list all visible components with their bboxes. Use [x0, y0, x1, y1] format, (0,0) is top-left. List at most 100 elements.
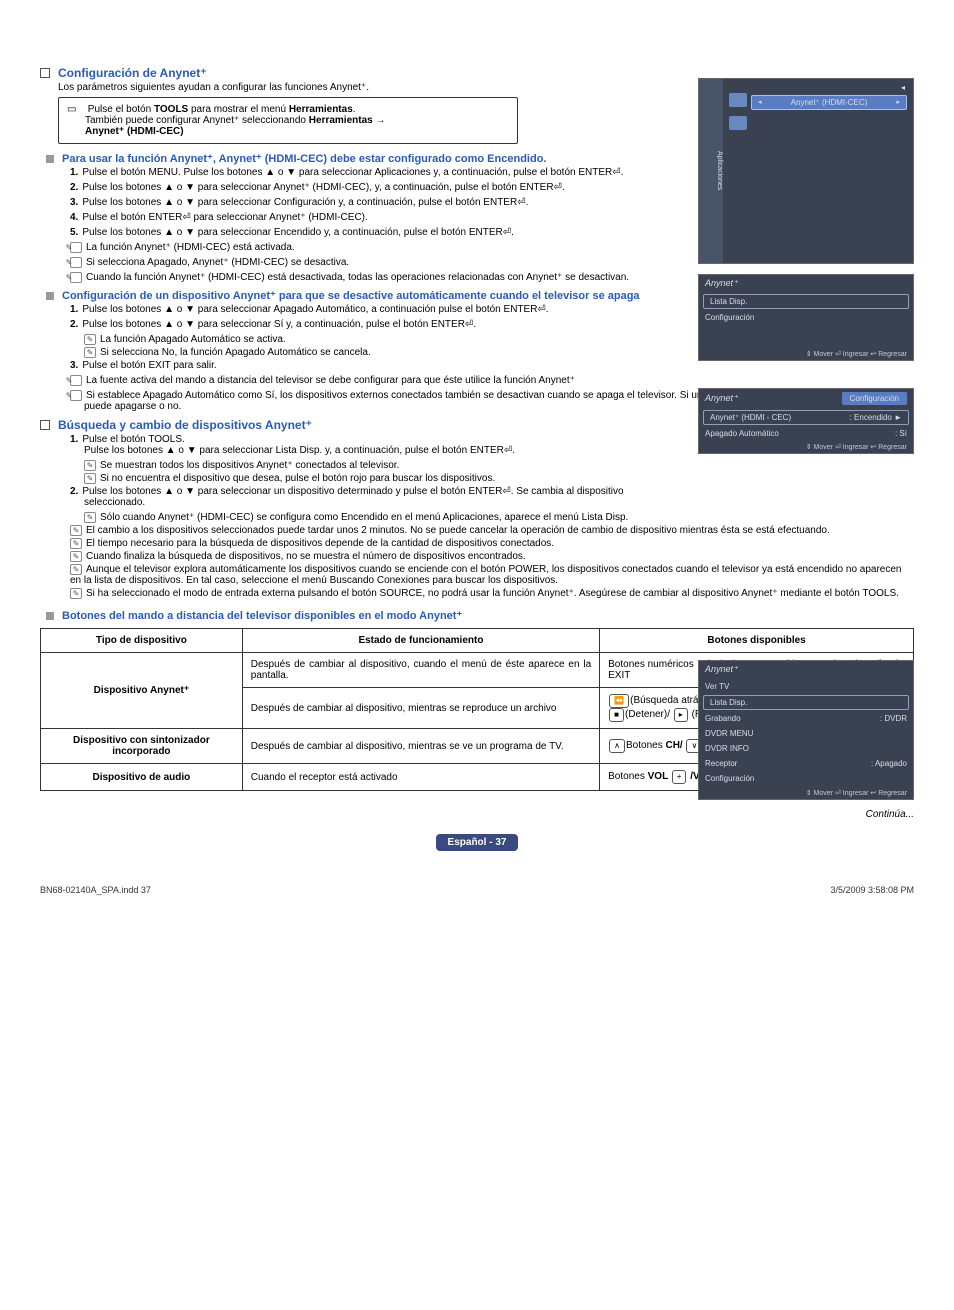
thumb-icon-2 — [729, 116, 747, 130]
panel3-foot: ⇕ Mover ⏎ Ingresar ↩ Regresar — [699, 441, 913, 453]
bullet-icon — [46, 292, 54, 300]
tools-l1d: Herramientas — [289, 104, 353, 115]
note-icon: ✎ — [70, 551, 82, 562]
note-icon: ✎ — [70, 375, 82, 386]
step: 3.Pulse el botón EXIT para salir. — [70, 360, 914, 371]
th1: Tipo de dispositivo — [41, 629, 243, 653]
step: 4.Pulse el botón ENTER⏎ para seleccionar… — [70, 212, 670, 223]
panel4-r2: Lista Disp. — [703, 695, 909, 710]
note: ✎ El tiempo necesario para la búsqueda de… — [70, 538, 914, 549]
panel4-r7: Configuración — [699, 772, 913, 785]
r1c1: Dispositivo Anynet⁺ — [41, 653, 243, 729]
panel3-title: Anynet⁺ — [705, 393, 738, 404]
thumb-icon — [729, 93, 747, 107]
tools-box: ▭ Pulse el botón TOOLS para mostrar el m… — [58, 97, 518, 144]
panel2-list: Lista Disp. — [703, 294, 909, 309]
note-icon: ✎ — [70, 538, 82, 549]
note: ✎ Si selecciona Apagado, Anynet⁺ (HDMI-CE… — [70, 257, 670, 268]
s2n2: Pulse los botones ▲ o ▼ para seleccionar… — [82, 319, 476, 330]
s3z5: Cuando finaliza la búsqueda de dispositi… — [86, 551, 526, 562]
r3c3b: VOL — [648, 771, 671, 782]
tools-l2b: Herramientas → — [309, 115, 386, 126]
tools-icon: ▭ — [67, 104, 79, 115]
s1z2: Si selecciona Apagado, Anynet⁺ (HDMI-CEC… — [86, 257, 349, 268]
h-sub1: Para usar la función Anynet⁺, Anynet⁺ (H… — [62, 152, 662, 165]
note-icon: ✎ — [84, 512, 96, 523]
note: ✎Se muestran todos los dispositivos Anyn… — [84, 460, 684, 471]
panel3-r1l: Anynet⁺ (HDMI - CEC) — [710, 413, 791, 422]
note: ✎ La función Anynet⁺ (HDMI-CEC) está acti… — [70, 242, 670, 253]
bullet-icon — [46, 155, 54, 163]
tools-l3: Anynet⁺ (HDMI-CEC) — [85, 126, 184, 137]
tools-l1c: para mostrar el menú — [188, 104, 289, 115]
note: ✎ Si no encuentra el dispositivo que dese… — [84, 473, 684, 484]
panel1-sidebar: Aplicaciones — [699, 79, 723, 263]
ch-up-icon: ∧ — [609, 739, 625, 753]
panel4-r6l: Receptor — [705, 759, 737, 768]
note-icon: ✎ — [84, 334, 96, 345]
note-icon: ✎ — [70, 242, 82, 253]
panel4-r6r: : Apagado — [871, 759, 907, 768]
tools-l1a: Pulse el botón — [88, 104, 154, 115]
panel4-r5: DVDR INFO — [699, 742, 913, 755]
s1z1: La función Anynet⁺ (HDMI-CEC) está activ… — [86, 242, 295, 253]
bullet-icon — [46, 612, 54, 620]
tools-l1e: . — [353, 104, 356, 115]
s2n3: Pulse el botón EXIT para salir. — [82, 360, 216, 371]
s3z1a: Se muestran todos los dispositivos Anyne… — [100, 460, 399, 471]
s3z3: El cambio a los dispositivos seleccionad… — [86, 525, 830, 536]
s2n1: Pulse los botones ▲ o ▼ para seleccionar… — [82, 304, 548, 315]
play-icon: ▸ — [674, 708, 688, 722]
s1n1: Pulse el botón MENU. Pulse los botones ▲… — [82, 167, 623, 178]
panel2-conf: Configuración — [699, 311, 913, 324]
panel3-r2l: Apagado Automático — [705, 429, 779, 438]
foot-left: BN68-02140A_SPA.indd 37 — [40, 885, 151, 895]
panel4-foot: ⇕ Mover ⏎ Ingresar ↩ Regresar — [699, 787, 913, 799]
tools-l1b: TOOLS — [154, 104, 188, 115]
panel-aplicaciones: Aplicaciones ◂ ◂Anynet⁺ (HDMI-CEC)▸ — [698, 78, 914, 264]
th3: Botones disponibles — [600, 629, 914, 653]
s3n2: Pulse los botones ▲ o ▼ para seleccionar… — [82, 486, 623, 508]
step: 1.Pulse el botón MENU. Pulse los botones… — [70, 167, 670, 178]
r2c3b: CH/ — [665, 740, 685, 751]
panel-config: Anynet⁺ Configuración Anynet⁺ (HDMI - CE… — [698, 388, 914, 454]
panel4-r3l: Grabando — [705, 714, 741, 723]
note: ✎ Cuando finaliza la búsqueda de disposit… — [70, 551, 914, 562]
stop-icon: ■ — [609, 708, 624, 722]
h-sub2: Configuración de un dispositivo Anynet⁺ … — [62, 289, 662, 302]
note: ✎ La fuente activa del mando a distancia … — [70, 375, 914, 386]
vol-up-icon: + — [672, 770, 687, 784]
bullet-icon — [40, 420, 50, 430]
s3z4: El tiempo necesario para la búsqueda de … — [86, 538, 554, 549]
note-icon: ✎ — [70, 564, 82, 575]
bullet-icon — [40, 68, 50, 78]
panel3-r1r: : Encendido ► — [850, 413, 902, 422]
panel-device-list: Anynet⁺ Ver TV Lista Disp. Grabando: DVD… — [698, 660, 914, 800]
s2z4: La fuente activa del mando a distancia d… — [86, 375, 575, 386]
s3n1b: Pulse los botones ▲ o ▼ para seleccionar… — [84, 445, 515, 456]
s1n4: Pulse el botón ENTER⏎ para seleccionar A… — [82, 212, 367, 223]
panel3-r2r: : Sí — [895, 429, 907, 438]
panel3-hdr: Configuración — [842, 392, 907, 405]
r3c2: Cuando el receptor está activado — [242, 764, 599, 791]
panel2-title: Anynet⁺ — [699, 275, 913, 292]
s3z1b: Si no encuentra el dispositivo que desea… — [100, 473, 495, 484]
note-icon: ✎ — [84, 473, 96, 484]
s1n2: Pulse los botones ▲ o ▼ para seleccionar… — [82, 182, 564, 193]
note-icon: ✎ — [70, 272, 82, 283]
th2: Estado de funcionamiento — [242, 629, 599, 653]
note-icon: ✎ — [70, 257, 82, 268]
r3c3a: Botones — [608, 771, 647, 782]
step: 2.Pulse los botones ▲ o ▼ para seleccion… — [70, 486, 670, 508]
s2z2a: La función Apagado Automático se activa. — [100, 334, 286, 345]
h1: Configuración de Anynet⁺ — [58, 66, 207, 80]
note: ✎Sólo cuando Anynet⁺ (HDMI-CEC) se confi… — [84, 512, 684, 523]
note-icon: ✎ — [84, 347, 96, 358]
tools-l2a: También puede configurar Anynet⁺ selecci… — [85, 115, 309, 126]
note: ✎Aunque el televisor explora automáticam… — [70, 564, 914, 586]
note-icon: ✎ — [70, 588, 82, 599]
note: ✎El cambio a los dispositivos selecciona… — [70, 525, 914, 536]
step: 3.Pulse los botones ▲ o ▼ para seleccion… — [70, 197, 670, 208]
foot-right: 3/5/2009 3:58:08 PM — [830, 885, 914, 895]
r3c1: Dispositivo de audio — [41, 764, 243, 791]
